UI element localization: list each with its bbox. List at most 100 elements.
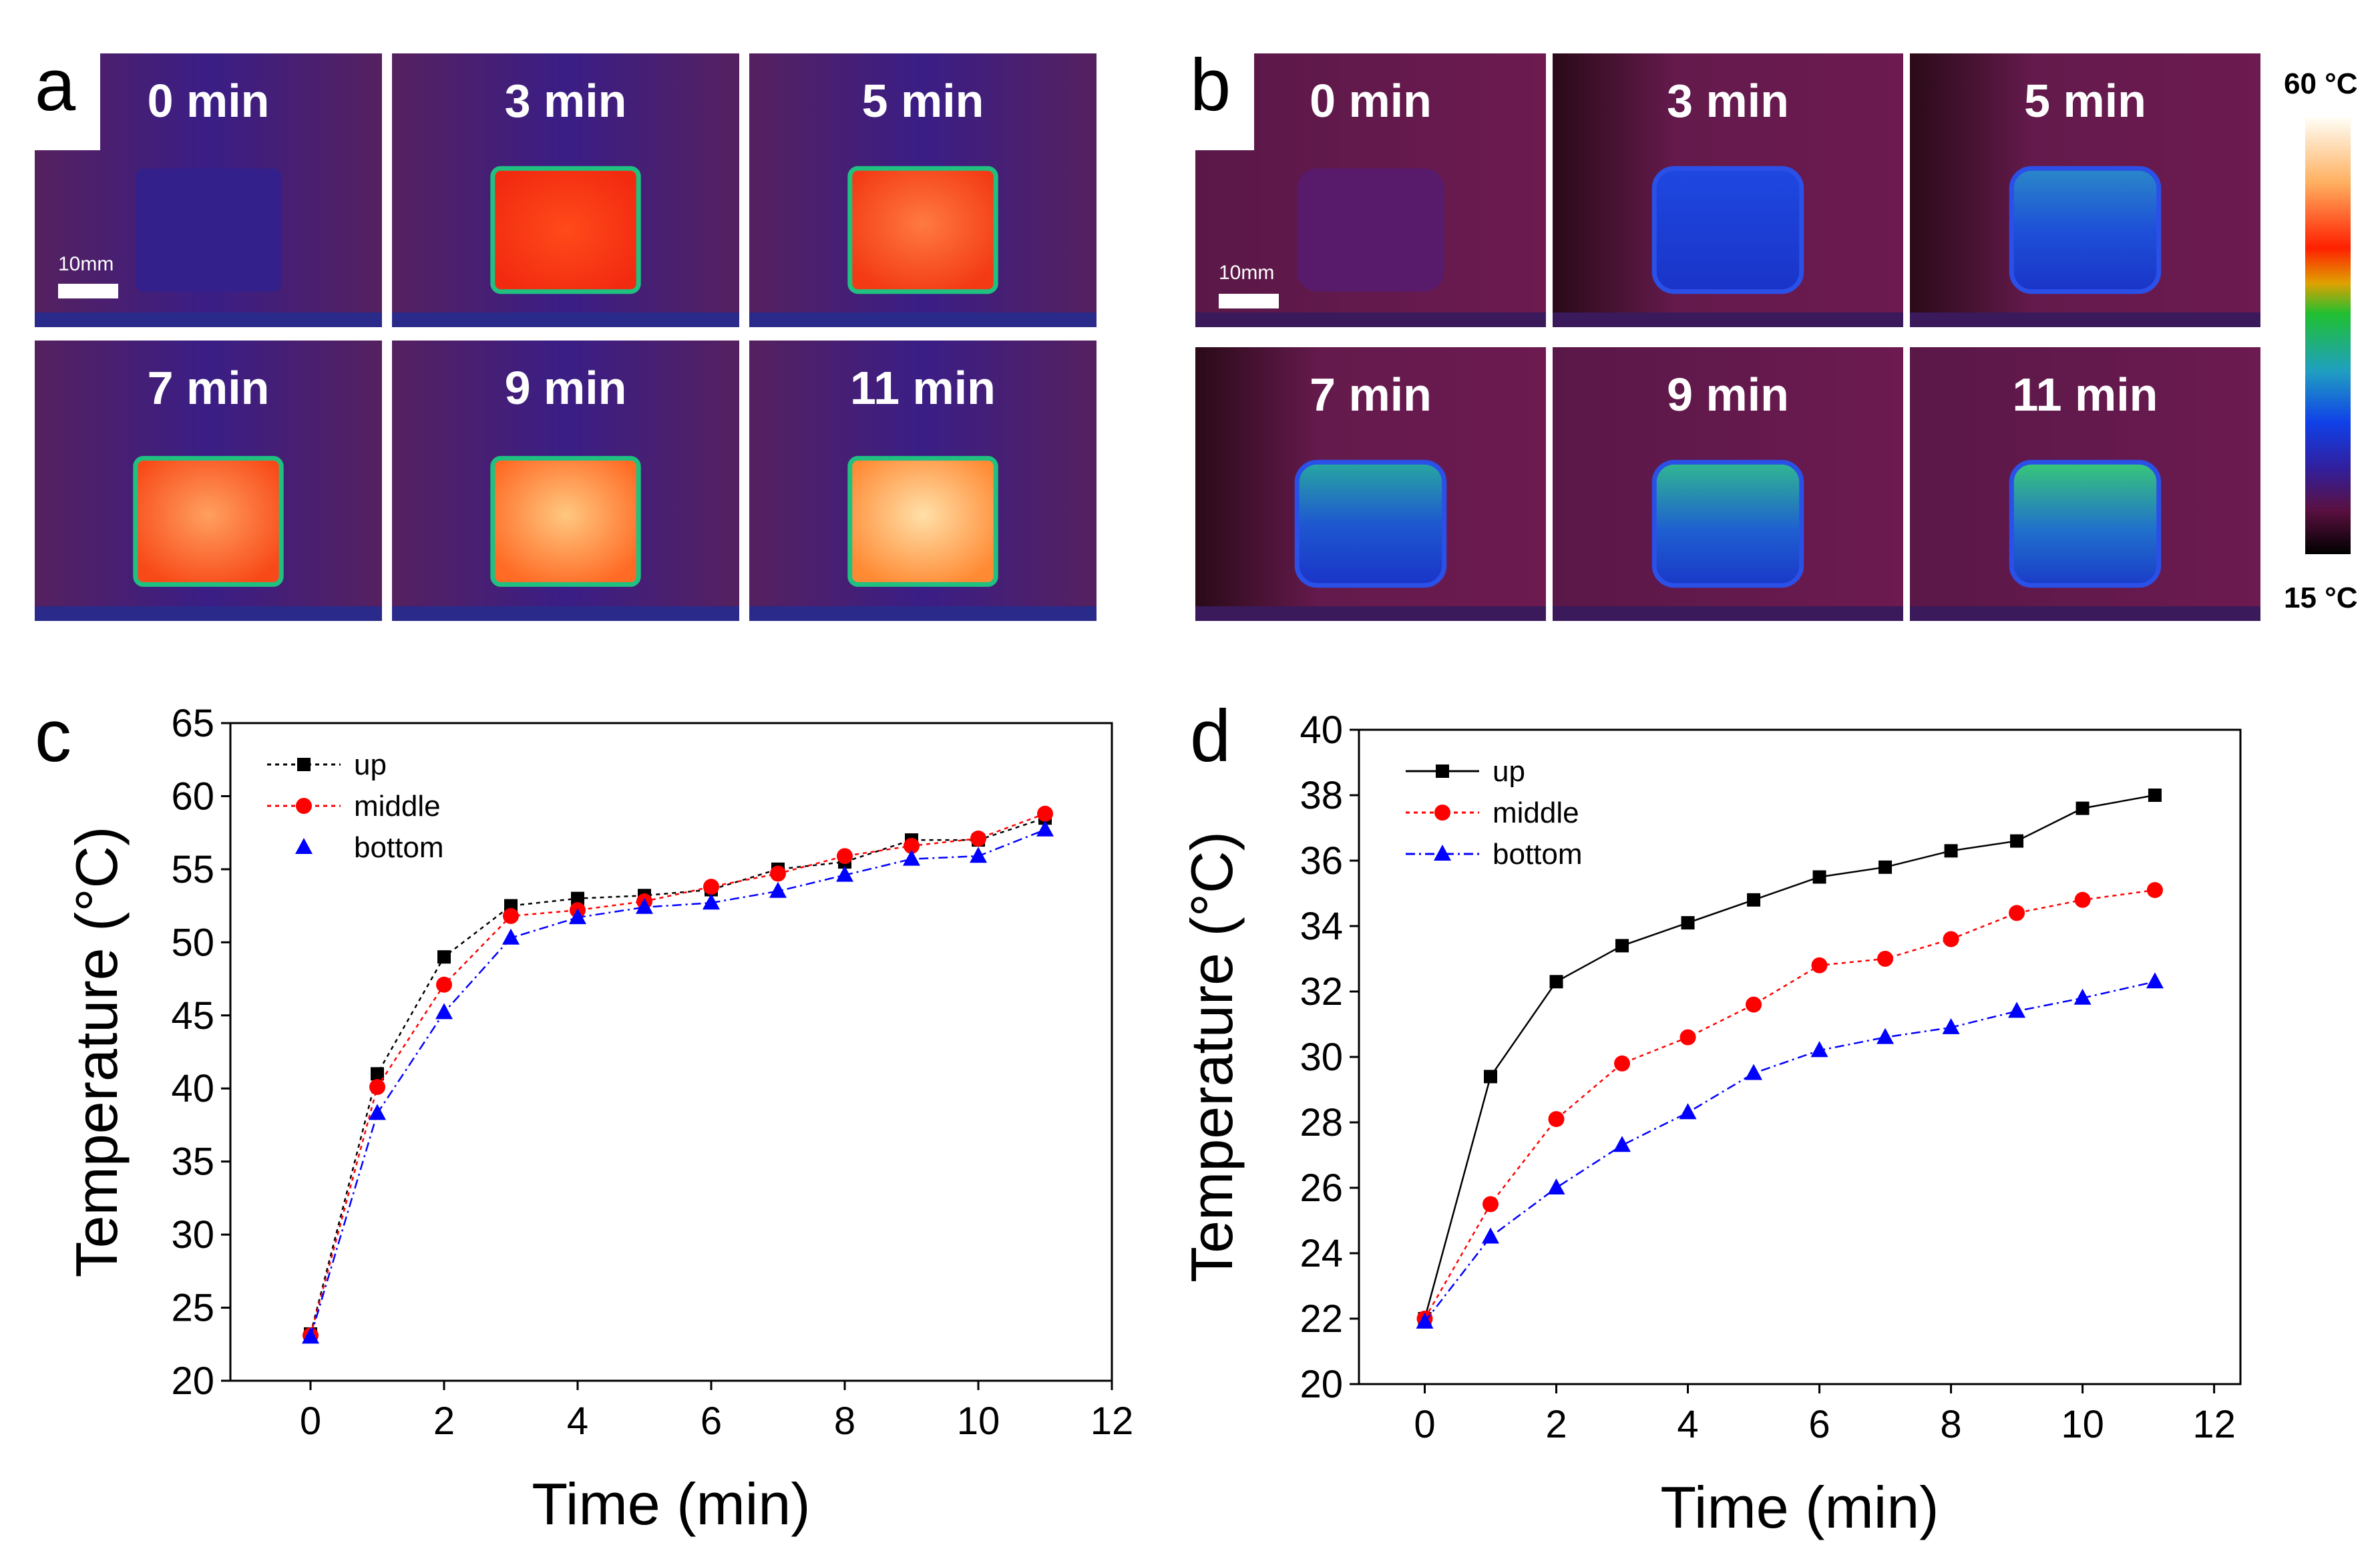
- data-point-triangle: [836, 865, 853, 882]
- x-tick-label: 10: [957, 1399, 1000, 1443]
- legend-label: middle: [354, 790, 441, 823]
- y-axis-title: Temperature (°C): [1179, 831, 1245, 1283]
- data-point-circle: [703, 879, 719, 895]
- legend-label: up: [1493, 755, 1525, 788]
- data-point-square: [1549, 975, 1563, 989]
- colorbar-gradient: [2305, 117, 2351, 554]
- y-tick-label: 34: [1300, 905, 1343, 948]
- sample-block: [135, 168, 282, 292]
- y-tick-label: 60: [171, 775, 214, 818]
- y-tick-label: 24: [1300, 1232, 1343, 1275]
- legend-label: middle: [1493, 797, 1579, 829]
- x-tick-label: 2: [433, 1399, 455, 1443]
- x-tick-label: 12: [1090, 1399, 1134, 1443]
- series-up: [304, 811, 1052, 1341]
- x-axis-title: Time (min): [532, 1471, 810, 1537]
- tile-floor: [1910, 606, 2260, 621]
- data-point-square: [1944, 844, 1958, 858]
- data-point-square: [1484, 1070, 1498, 1084]
- data-point-circle: [369, 1079, 385, 1096]
- panel-a-letter-box: [0, 27, 100, 150]
- scale-bar: [58, 284, 118, 298]
- tile-time-label: 11 min: [850, 362, 996, 414]
- data-point-circle: [837, 848, 853, 865]
- y-tick-label: 30: [171, 1213, 214, 1257]
- data-point-square: [1436, 764, 1449, 778]
- thermal-tile-b-2: 5 min: [1910, 53, 2260, 327]
- legend-label: bottom: [1493, 838, 1583, 871]
- y-tick-label: 40: [1300, 708, 1343, 752]
- data-point-triangle: [1482, 1227, 1500, 1244]
- data-point-square: [1812, 870, 1826, 884]
- data-point-triangle: [502, 928, 520, 945]
- data-point-square: [2148, 789, 2162, 802]
- y-tick-label: 20: [171, 1359, 214, 1403]
- data-point-triangle: [1434, 845, 1451, 861]
- data-point-triangle: [1679, 1103, 1697, 1120]
- y-tick-label: 26: [1300, 1166, 1343, 1210]
- tile-time-label: 5 min: [862, 75, 984, 127]
- y-tick-label: 20: [1300, 1363, 1343, 1406]
- scale-bar-label: 10mm: [58, 253, 114, 275]
- y-tick-label: 65: [171, 702, 214, 745]
- data-point-square: [571, 891, 584, 905]
- y-tick-label: 36: [1300, 839, 1343, 883]
- thermal-tile-a-4: 9 min: [392, 341, 739, 621]
- data-point-triangle: [1745, 1064, 1763, 1080]
- y-tick-label: 35: [171, 1140, 214, 1184]
- series-line-bottom: [1424, 981, 2156, 1323]
- series-line-bottom: [309, 829, 1046, 1337]
- tile-floor: [1553, 312, 1903, 327]
- data-point-circle: [1434, 805, 1450, 821]
- data-point-circle: [503, 907, 519, 924]
- tile-floor: [1553, 606, 1903, 621]
- legend-entry-up: up: [267, 748, 387, 781]
- data-point-square: [297, 758, 311, 771]
- data-point-triangle: [435, 1003, 453, 1020]
- data-point-triangle: [1036, 820, 1054, 837]
- series-bottom: [1416, 972, 2164, 1329]
- legend-entry-middle: middle: [1406, 797, 1579, 829]
- data-point-triangle: [1942, 1018, 1960, 1034]
- data-point-circle: [2146, 882, 2163, 899]
- data-point-circle: [1943, 931, 1959, 947]
- data-point-triangle: [2008, 1002, 2026, 1018]
- tile-time-label: 9 min: [1667, 369, 1789, 421]
- tile-time-label: 7 min: [148, 362, 270, 414]
- data-point-circle: [1548, 1111, 1565, 1128]
- scale-bar-label: 10mm: [1219, 262, 1274, 284]
- panel-a-thermal-images: 0 min 10mm 3 min 5 min 7 min 9 min 11 min: [35, 53, 1097, 621]
- data-point-triangle: [703, 893, 720, 910]
- tile-floor: [392, 312, 739, 327]
- legend-label: bottom: [354, 831, 444, 864]
- thermal-tile-b-4: 9 min: [1553, 347, 1903, 621]
- data-point-circle: [2009, 905, 2025, 921]
- thermal-tile-b-1: 3 min: [1553, 53, 1903, 327]
- tile-time-label: 5 min: [2024, 75, 2146, 127]
- series-middle: [1416, 882, 2163, 1327]
- thermal-tile-a-0: 0 min 10mm: [35, 53, 382, 327]
- sample-block: [2009, 459, 2162, 588]
- data-point-triangle: [569, 908, 586, 925]
- y-tick-label: 40: [171, 1067, 214, 1110]
- colorbar: 60 °C 15 °C: [2284, 67, 2358, 614]
- y-tick-label: 30: [1300, 1036, 1343, 1079]
- y-tick-label: 45: [171, 994, 214, 1038]
- legend-entry-bottom: bottom: [1406, 838, 1583, 871]
- tile-time-label: 0 min: [1310, 75, 1432, 127]
- sample-block: [133, 455, 284, 587]
- tile-floor: [35, 312, 382, 327]
- panel-b-letter-box: [1161, 27, 1254, 150]
- data-point-circle: [1877, 951, 1894, 967]
- tile-time-label: 0 min: [148, 75, 270, 127]
- sample-block: [490, 455, 641, 587]
- thermal-tile-b-3: 7 min: [1195, 347, 1546, 621]
- series-line-middle: [309, 813, 1046, 1336]
- series-middle: [303, 805, 1053, 1344]
- data-point-square: [371, 1067, 384, 1081]
- data-point-square: [1615, 939, 1629, 953]
- sample-block: [490, 166, 641, 294]
- sample-block: [1297, 168, 1444, 292]
- data-point-triangle: [1810, 1041, 1828, 1058]
